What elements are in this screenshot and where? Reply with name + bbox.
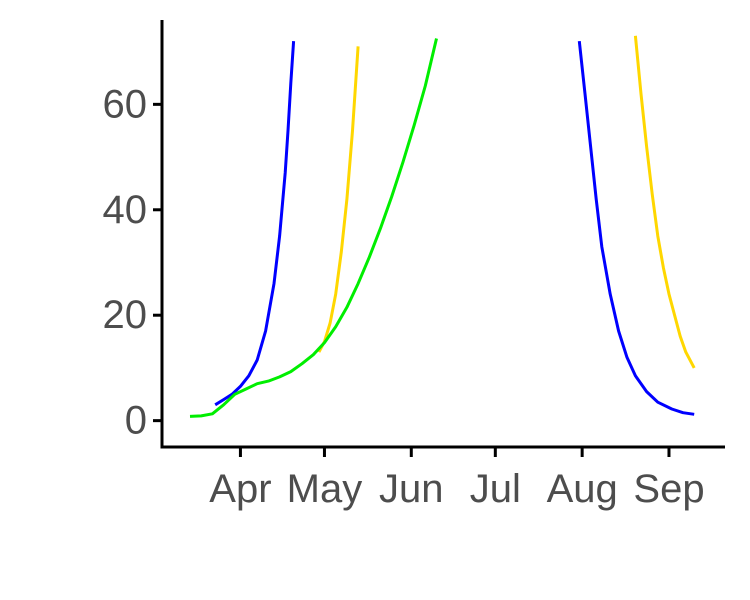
x-tick-label: Jul xyxy=(470,467,521,511)
x-axis-ticks: Apr May Jun Jul Aug Sep xyxy=(209,447,705,511)
x-tick-label: Sep xyxy=(633,467,704,511)
y-tick-label: 40 xyxy=(103,188,148,232)
plot-area xyxy=(189,35,696,418)
x-tick-label: Jun xyxy=(379,467,444,511)
x-tick-label: Apr xyxy=(209,467,271,511)
series-0-line-segment-0 xyxy=(214,41,296,407)
series-1-line-segment-1 xyxy=(633,35,696,369)
x-tick-label: May xyxy=(287,467,363,511)
series-2-line-segment-0 xyxy=(189,38,438,418)
y-tick-label: 60 xyxy=(103,82,148,126)
y-tick-label: 20 xyxy=(103,293,148,337)
series-0-line-segment-1 xyxy=(577,40,695,416)
y-axis-ticks: 0 20 40 60 xyxy=(103,82,162,443)
x-tick-label: Aug xyxy=(547,467,618,511)
series-1-line-segment-0 xyxy=(317,46,360,353)
y-tick-label: 0 xyxy=(125,399,147,443)
